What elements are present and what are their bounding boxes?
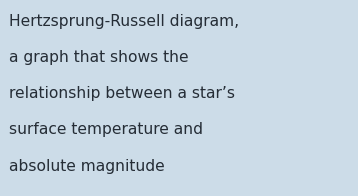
Text: surface temperature and: surface temperature and — [9, 122, 203, 138]
Text: Hertzsprung-Russell diagram,: Hertzsprung-Russell diagram, — [9, 14, 239, 29]
Text: absolute magnitude: absolute magnitude — [9, 159, 165, 174]
Text: relationship between a star’s: relationship between a star’s — [9, 86, 235, 101]
Text: a graph that shows the: a graph that shows the — [9, 50, 189, 65]
